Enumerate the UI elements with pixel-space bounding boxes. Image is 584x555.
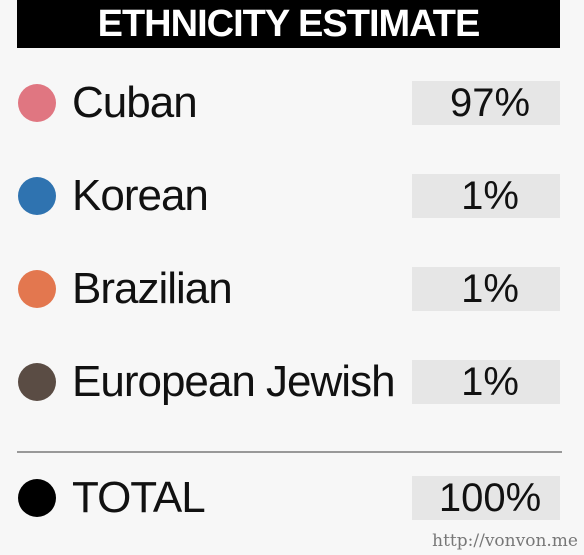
- percent-value: 100%: [438, 476, 542, 520]
- value-box: [412, 267, 560, 311]
- value-box: [412, 476, 560, 520]
- value-box: [412, 360, 560, 404]
- color-dot: [18, 479, 56, 517]
- value-box: [412, 174, 560, 218]
- color-dot: [18, 177, 56, 215]
- ethnicity-label: Cuban: [72, 78, 198, 127]
- watermark: http://vonvon.me: [432, 531, 578, 551]
- color-dot: [18, 270, 56, 308]
- ethnicity-label: European Jewish: [72, 357, 396, 406]
- percent-value: 1%: [461, 267, 519, 311]
- ethnicity-label: TOTAL: [72, 473, 206, 522]
- ethnicity-label: Korean: [72, 171, 209, 220]
- percent-value: 1%: [461, 174, 519, 218]
- divider: [17, 451, 562, 453]
- title: ETHNICITY ESTIMATE: [17, 0, 560, 48]
- color-dot: [18, 84, 56, 122]
- color-dot: [18, 363, 56, 401]
- percent-value: 1%: [461, 360, 519, 404]
- percent-value: 97%: [449, 81, 531, 125]
- ethnicity-label: Brazilian: [72, 264, 233, 313]
- value-box: [412, 81, 560, 125]
